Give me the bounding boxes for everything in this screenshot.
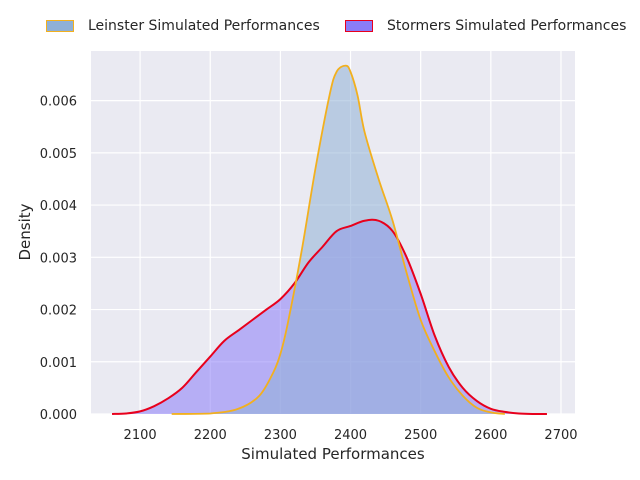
legend-item-leinster: Leinster Simulated Performances [46,18,320,34]
x-tick-label: 2100 [124,428,157,443]
x-tick-label: 2700 [544,428,577,443]
x-tick-labels: 2100 2200 2300 2400 2500 2600 2700 [124,428,578,443]
y-tick-label: 0.000 [40,408,77,423]
y-tick-label: 0.001 [40,356,77,371]
legend-swatch-leinster [46,20,74,32]
density-line-leinster [171,64,505,415]
x-axis-label: Simulated Performances [241,445,425,463]
x-tick-label: 2300 [264,428,297,443]
density-lines [112,64,547,416]
density-line-stormers [112,218,547,416]
y-tick-labels: 0.000 0.001 0.002 0.003 0.004 0.005 0.006 [40,95,77,423]
y-tick-label: 0.004 [40,199,77,214]
density-area-leinster [171,65,505,415]
legend-label-leinster: Leinster Simulated Performances [88,18,320,34]
legend-label-stormers: Stormers Simulated Performances [387,18,627,34]
y-tick-label: 0.002 [40,304,77,319]
legend-item-stormers: Stormers Simulated Performances [345,18,626,34]
y-tick-label: 0.003 [40,251,77,266]
legend: Leinster Simulated Performances Stormers… [0,18,640,42]
y-axis-label: Density [16,203,34,260]
density-areas [112,65,547,415]
x-tick-label: 2200 [194,428,227,443]
x-tick-label: 2500 [404,428,437,443]
x-tick-label: 2600 [474,428,507,443]
legend-swatch-stormers [345,20,373,32]
y-tick-label: 0.005 [40,147,77,162]
x-tick-label: 2400 [334,428,367,443]
y-tick-label: 0.006 [40,95,77,110]
